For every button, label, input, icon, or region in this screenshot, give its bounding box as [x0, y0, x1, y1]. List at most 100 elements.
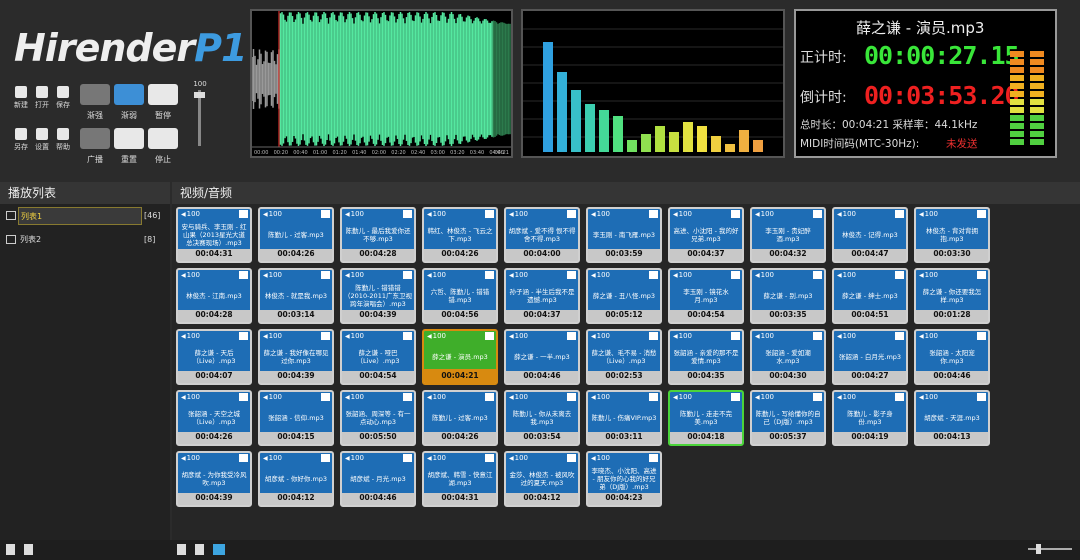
tile-icon [813, 332, 822, 340]
media-tile[interactable]: 100 张韶涵、周深等 - 有一点动心.mp3 00:05:50 [340, 390, 416, 446]
media-tile[interactable]: 100 陈勤儿 - 写给懂你的自己（DJ版）.mp3 00:05:37 [750, 390, 826, 446]
media-tile[interactable]: 100 林俊杰 - 背对背拥抱.mp3 00:03:30 [914, 207, 990, 263]
media-tile[interactable]: 100 胡彦斌 - 你好你.mp3 00:04:12 [258, 451, 334, 507]
meter-cell [1030, 131, 1044, 137]
file-button[interactable]: 另存 [10, 128, 32, 152]
play-button[interactable]: 广播 [80, 128, 110, 165]
meter-cell [1010, 123, 1024, 129]
tile-icon [403, 332, 412, 340]
add-media-icon[interactable] [177, 544, 186, 555]
media-tile[interactable]: 100 安与骑兵、李玉刚 - 红山果（2013星光大道总决赛现场）.mp3 00:0… [176, 207, 252, 263]
play-button[interactable]: 停止 [148, 128, 178, 165]
playlist-item[interactable]: 列表2 [8] [0, 229, 170, 251]
media-tile[interactable]: 100 胡彦斌 - 爱不得 恨不得 舍不得.mp3 00:04:00 [504, 207, 580, 263]
media-tile[interactable]: 100 金莎、林俊杰 - 被风吹过的夏天.mp3 00:04:12 [504, 451, 580, 507]
tile-duration: 00:03:59 [605, 249, 643, 258]
media-tile[interactable]: 100 胡彦斌、韩雪 - 快意江湖.mp3 00:04:31 [422, 451, 498, 507]
tile-title: 林俊杰 - 就是我.mp3 [264, 291, 328, 300]
media-tile[interactable]: 100 薛之谦 - 你还要我怎样.mp3 00:01:28 [914, 268, 990, 324]
media-tile[interactable]: 100 陈勤儿 - 走走不完美.mp3 00:04:18 [668, 390, 744, 446]
zoom-knob[interactable] [1036, 544, 1041, 554]
spectrum-bar [725, 144, 735, 152]
media-tile[interactable]: 100 薛之谦 - 绅士.mp3 00:04:51 [832, 268, 908, 324]
media-tile[interactable]: 100 张韶涵 - 白月光.mp3 00:04:27 [832, 329, 908, 385]
media-tile[interactable]: 100 张韶涵 - 爱如潮水.mp3 00:04:30 [750, 329, 826, 385]
tile-icon [239, 454, 248, 462]
media-tile[interactable]: 100 薛之谦 - 丑八怪.mp3 00:05:12 [586, 268, 662, 324]
meter-cell [1010, 115, 1024, 121]
media-tile[interactable]: 100 林俊杰 - 记得.mp3 00:04:47 [832, 207, 908, 263]
meter-cell [1010, 75, 1024, 81]
media-tile[interactable]: 100 陈勤儿 - 影子身份.mp3 00:04:19 [832, 390, 908, 446]
media-tile[interactable]: 100 六哲、陈勤儿 - 错错错.mp3 00:04:56 [422, 268, 498, 324]
volume-slider[interactable] [198, 90, 201, 146]
media-tile[interactable]: 100 胡彦斌 - 为你我受冷风吹.mp3 00:04:39 [176, 451, 252, 507]
media-tile[interactable]: 100 林俊杰 - 江南.mp3 00:04:28 [176, 268, 252, 324]
tile-icon [239, 271, 248, 279]
file-button[interactable]: 帮助 [52, 128, 74, 152]
volume-knob[interactable] [194, 92, 205, 98]
media-tile[interactable]: 100 陈勤儿 - 你从未离去我.mp3 00:03:54 [504, 390, 580, 446]
media-tile[interactable]: 100 张韶涵 - 太阳宠你.mp3 00:04:46 [914, 329, 990, 385]
play-button[interactable]: 重置 [114, 128, 144, 165]
delete-media-icon[interactable] [195, 544, 204, 555]
file-button[interactable]: 设置 [31, 128, 53, 152]
media-tile[interactable]: 100 李玉刚 - 贵妃醉酒.mp3 00:04:32 [750, 207, 826, 263]
media-tile[interactable]: 100 张韶涵 - 天空之城（Live）.mp3 00:04:26 [176, 390, 252, 446]
play-button[interactable]: 暂停 [148, 84, 178, 121]
play-button[interactable]: 渐强 [80, 84, 110, 121]
media-tile[interactable]: 100 薛之谦、毛不易 - 消愁（Live）.mp3 00:02:53 [586, 329, 662, 385]
tile-title: 张韶涵 - 白月光.mp3 [838, 352, 902, 361]
spectrum-bar [627, 140, 637, 152]
media-tile[interactable]: 100 薛之谦 - 天后（Live）.mp3 00:04:07 [176, 329, 252, 385]
tile-title: 张韶涵 - 天空之城（Live）.mp3 [188, 409, 240, 426]
tile-icon [321, 393, 330, 401]
media-tile[interactable]: 100 薛之谦 - 一半.mp3 00:04:46 [504, 329, 580, 385]
media-tile[interactable]: 100 薛之谦 - 我好像在哪见过你.mp3 00:04:39 [258, 329, 334, 385]
tile-icon [321, 210, 330, 218]
zoom-slider[interactable] [1028, 548, 1072, 550]
tile-title: 高进、小沈阳 - 我的好兄弟.mp3 [673, 226, 739, 243]
tile-volume: 100 [345, 454, 364, 462]
media-tile[interactable]: 100 李玉刚 - 镜花水月.mp3 00:04:54 [668, 268, 744, 324]
tile-volume: 100 [837, 332, 856, 340]
tile-volume: 100 [591, 393, 610, 401]
media-tile[interactable]: 100 张韶涵 - 信仰.mp3 00:04:15 [258, 390, 334, 446]
media-tile[interactable]: 100 李晓杰、小沈阳、高进 - 朋友你的心我的好兄弟（DJ版）.mp3 00:04… [586, 451, 662, 507]
media-tile[interactable]: 100 李玉刚 - 南飞雁.mp3 00:03:59 [586, 207, 662, 263]
media-tile[interactable]: 100 薛之谦 - 演员.mp3 00:04:21 [422, 329, 498, 385]
media-tile[interactable]: 100 孙子涵 - 半生后我不是遗憾.mp3 00:04:37 [504, 268, 580, 324]
file-button[interactable]: 新建 [10, 86, 32, 110]
add-list-icon[interactable] [6, 544, 15, 555]
spectrum-bar [613, 116, 623, 152]
media-tile[interactable]: 100 陈勤儿 - 伤痛VIP.mp3 00:03:11 [586, 390, 662, 446]
meter-cell [1030, 115, 1044, 121]
file-button[interactable]: 打开 [31, 86, 53, 110]
media-tile[interactable]: 100 韩红、林俊杰 - 飞云之下.mp3 00:04:26 [422, 207, 498, 263]
media-tile[interactable]: 100 陈勤儿 - 过客.mp3 00:04:26 [422, 390, 498, 446]
tile-duration: 00:04:23 [605, 493, 643, 502]
media-tile[interactable]: 100 薛之谦 - 哑巴（Live）.mp3 00:04:54 [340, 329, 416, 385]
time-tick: 00:00 [254, 150, 268, 156]
playlist-item[interactable]: 列表1 [46] [0, 205, 170, 227]
media-tile[interactable]: 100 陈勤儿 - 最后我爱你还不够.mp3 00:04:28 [340, 207, 416, 263]
media-tile[interactable]: 100 陈勤儿 - 过客.mp3 00:04:26 [258, 207, 334, 263]
link-icon[interactable] [213, 544, 225, 555]
play-button[interactable]: 渐弱 [114, 84, 144, 121]
media-tile[interactable]: 100 张韶涵 - 亲爱的那不是爱情.mp3 00:04:35 [668, 329, 744, 385]
media-tile[interactable]: 100 陈勤儿 - 错错错（2010-2011广东卫视跨年演唱会）.mp3 00:0… [340, 268, 416, 324]
media-tile[interactable]: 100 胡彦斌 - 天涯.mp3 00:04:13 [914, 390, 990, 446]
tile-duration: 00:04:27 [851, 371, 889, 380]
spectrum-bar [655, 126, 665, 152]
media-tile[interactable]: 100 薛之谦 - 别.mp3 00:03:35 [750, 268, 826, 324]
media-tile[interactable]: 100 胡彦斌 - 月光.mp3 00:04:46 [340, 451, 416, 507]
spectrum-bar [697, 126, 707, 152]
media-tile[interactable]: 100 林俊杰 - 就是我.mp3 00:03:14 [258, 268, 334, 324]
tile-volume: 100 [837, 210, 856, 218]
tile-icon [731, 210, 740, 218]
meter-cell [1030, 123, 1044, 129]
tile-duration: 00:04:07 [195, 371, 233, 380]
file-button[interactable]: 保存 [52, 86, 74, 110]
delete-list-icon[interactable] [24, 544, 33, 555]
media-tile[interactable]: 100 高进、小沈阳 - 我的好兄弟.mp3 00:04:37 [668, 207, 744, 263]
